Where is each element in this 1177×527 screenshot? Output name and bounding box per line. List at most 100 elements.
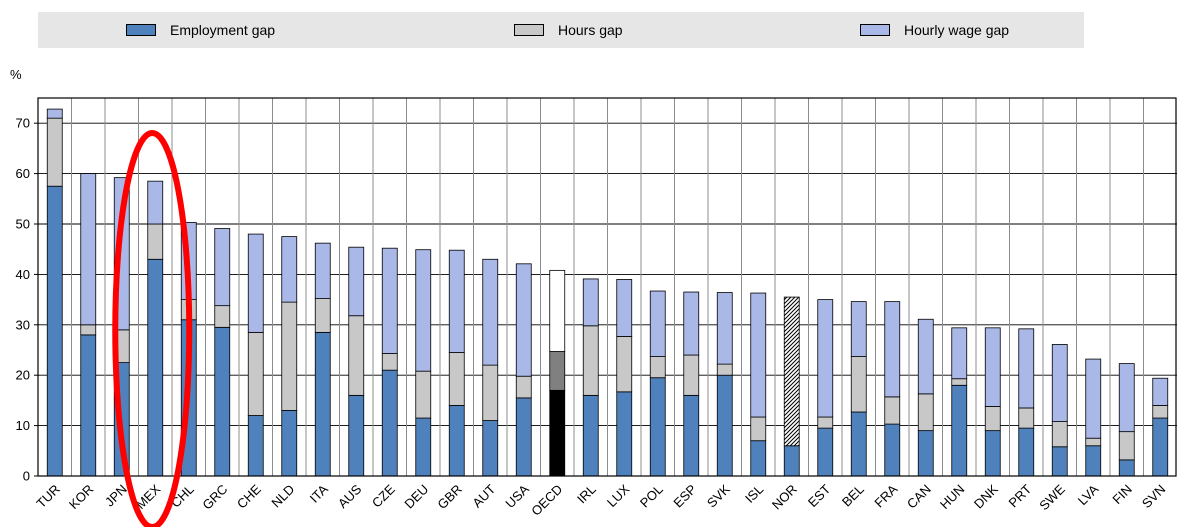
bar-svn-hours-gap [1152, 405, 1169, 419]
bar-usa-hours-gap [515, 375, 532, 399]
plot-frame [37, 97, 1177, 477]
bar-lva-hours-gap [1085, 437, 1102, 447]
legend-swatch-hourly-wage [860, 24, 890, 36]
y-tick-label-20: 20 [16, 368, 30, 383]
plot-border [37, 97, 1177, 477]
x-tick-label-can: CAN [904, 482, 934, 512]
bar-lux-hours-gap [616, 335, 633, 393]
x-tick-label-prt: PRT [1006, 481, 1035, 510]
x-tick-label-deu: DEU [401, 482, 431, 512]
bar-grc-hourly-wage-gap [214, 228, 231, 307]
bar-dnk-hourly-wage-gap [984, 327, 1001, 407]
bar-isl-hours-gap [750, 416, 767, 442]
bar-pol-employment-gap [649, 377, 666, 477]
legend-item-employment: Employment gap [126, 22, 275, 38]
y-tick-label-70: 70 [16, 116, 30, 131]
bar-hun-employment-gap [951, 384, 968, 477]
bar-esp-employment-gap [683, 394, 700, 477]
x-tick-label-cze: CZE [369, 481, 398, 510]
bar-gbr-hours-gap [448, 352, 465, 406]
bar-dnk-hours-gap [984, 406, 1001, 432]
bar-svk-hourly-wage-gap [716, 292, 733, 365]
bar-nld-hourly-wage-gap [281, 236, 298, 303]
bar-mex-employment-gap [147, 258, 164, 477]
x-tick-label-irl: IRL [574, 482, 599, 507]
bar-irl-employment-gap [582, 394, 599, 477]
bar-pol-hours-gap [649, 356, 666, 379]
bar-fin-employment-gap [1118, 459, 1135, 477]
x-tick-label-che: CHE [234, 481, 264, 511]
bar-deu-hours-gap [415, 370, 432, 419]
bar-che-employment-gap [247, 415, 264, 477]
bar-swe-hourly-wage-gap [1051, 344, 1068, 422]
x-tick-label-tur: TUR [33, 482, 62, 511]
bar-usa-employment-gap [515, 397, 532, 477]
bar-cze-hours-gap [381, 353, 398, 371]
bar-cze-hourly-wage-gap [381, 247, 398, 354]
legend-label-hourly-wage: Hourly wage gap [904, 22, 1010, 38]
bar-swe-hours-gap [1051, 421, 1068, 448]
bar-svn-hourly-wage-gap [1152, 377, 1169, 406]
bar-est-employment-gap [817, 427, 834, 477]
legend-item-hourly-wage: Hourly wage gap [860, 22, 1009, 38]
bar-grc-employment-gap [214, 326, 231, 477]
bar-bel-hourly-wage-gap [850, 301, 867, 357]
bar-tur-hours-gap [46, 117, 63, 187]
bar-lva-hourly-wage-gap [1085, 358, 1102, 439]
bar-prt-hourly-wage-gap [1018, 328, 1035, 409]
x-tick-label-gbr: GBR [434, 482, 465, 513]
bar-fra-hours-gap [884, 396, 901, 425]
bar-ita-hours-gap [314, 298, 331, 333]
x-tick-label-isl: ISL [742, 482, 766, 506]
bar-hun-hourly-wage-gap [951, 327, 968, 380]
y-tick-label-40: 40 [16, 267, 30, 282]
bar-est-hourly-wage-gap [817, 299, 834, 418]
bar-tur-hourly-wage-gap [46, 108, 63, 119]
bar-oecd-hourly-wage-gap [549, 269, 566, 352]
highlight-ellipse-mex [112, 130, 193, 527]
legend-item-hours: Hours gap [514, 22, 623, 38]
bar-svk-hours-gap [716, 363, 733, 376]
bar-bel-hours-gap [850, 356, 867, 413]
bar-mex-hourly-wage-gap [147, 180, 164, 225]
bar-prt-hours-gap [1018, 407, 1035, 429]
bar-esp-hours-gap [683, 354, 700, 396]
bar-swe-employment-gap [1051, 446, 1068, 477]
bar-nld-hours-gap [281, 301, 298, 411]
y-tick-label-10: 10 [16, 418, 30, 433]
bar-lux-employment-gap [616, 391, 633, 477]
x-tick-label-fin: FIN [1109, 482, 1134, 507]
grid [38, 98, 1177, 476]
bar-svn-employment-gap [1152, 417, 1169, 477]
x-tick-label-aut: AUT [469, 481, 498, 510]
bar-ita-hourly-wage-gap [314, 242, 331, 299]
bar-hun-hours-gap [951, 378, 968, 386]
y-axis: 0 10 20 30 40 50 60 70 [16, 116, 38, 484]
bar-mex-hours-gap [147, 223, 164, 260]
y-tick-label-30: 30 [16, 317, 30, 332]
bar-deu-hourly-wage-gap [415, 249, 432, 372]
bar-usa-hourly-wage-gap [515, 263, 532, 377]
bar-kor-hourly-wage-gap [80, 173, 97, 326]
x-tick-label-hun: HUN [937, 482, 968, 513]
x-tick-label-ita: ITA [307, 481, 331, 505]
x-tick-label-bel: BEL [839, 482, 867, 510]
bar-pol-hourly-wage-gap [649, 290, 666, 357]
x-tick-label-swe: SWE [1036, 481, 1068, 513]
legend-label-hours: Hours gap [558, 22, 623, 38]
bar-can-employment-gap [917, 430, 934, 477]
legend: Employment gap Hours gap Hourly wage gap [38, 12, 1084, 48]
bar-isl-employment-gap [750, 440, 767, 477]
bar-dnk-employment-gap [984, 430, 1001, 477]
bar-nor-base [783, 445, 800, 477]
bar-oecd-employment-gap [549, 389, 566, 477]
bar-kor-hours-gap [80, 324, 97, 336]
bar-can-hours-gap [917, 393, 934, 432]
bar-fra-hourly-wage-gap [884, 301, 901, 398]
legend-swatch-employment [126, 24, 156, 36]
x-tick-label-jpn: JPN [102, 482, 130, 510]
bar-che-hourly-wage-gap [247, 233, 264, 333]
bar-aus-hours-gap [348, 315, 365, 396]
bar-aus-employment-gap [348, 394, 365, 477]
